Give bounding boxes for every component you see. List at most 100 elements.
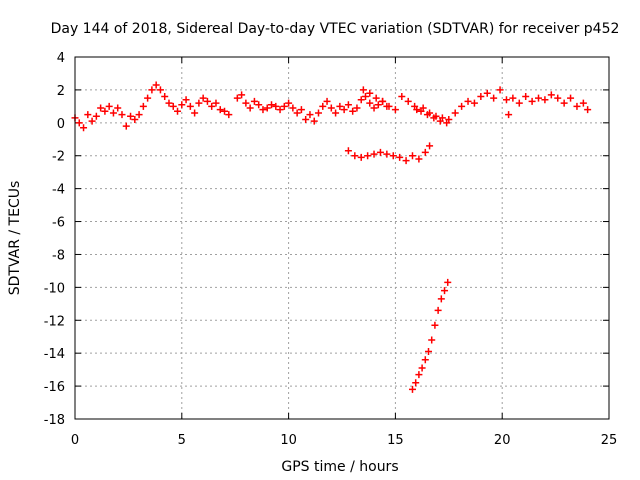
data-point <box>464 97 472 105</box>
data-point <box>203 97 211 105</box>
data-point <box>483 89 491 97</box>
series-1 <box>233 91 391 125</box>
data-point <box>289 104 297 112</box>
x-tick-label: 5 <box>178 433 186 448</box>
data-point <box>554 94 562 102</box>
data-point <box>332 109 340 117</box>
data-point <box>584 106 592 114</box>
data-point <box>376 148 384 156</box>
data-point <box>579 99 587 107</box>
data-point <box>535 94 543 102</box>
data-point <box>426 109 434 117</box>
data-point <box>293 109 301 117</box>
data-point <box>272 102 280 110</box>
data-point <box>437 295 445 303</box>
x-tick-label: 10 <box>280 433 297 448</box>
y-tick-label: -14 <box>44 347 65 362</box>
data-point <box>169 102 177 110</box>
data-point <box>336 102 344 110</box>
data-point <box>165 99 173 107</box>
data-point <box>92 112 100 120</box>
data-point <box>186 102 194 110</box>
data-point <box>259 106 267 114</box>
data-point <box>412 379 420 387</box>
data-point <box>118 111 126 119</box>
data-point <box>419 104 427 112</box>
data-point <box>396 153 404 161</box>
data-point <box>302 116 310 124</box>
data-point <box>573 102 581 110</box>
data-point <box>351 152 359 160</box>
data-point <box>379 97 387 105</box>
data-point <box>263 104 271 112</box>
x-axis-label: GPS time / hours <box>281 459 398 475</box>
data-point <box>441 287 449 295</box>
data-point <box>84 111 92 119</box>
data-point <box>477 92 485 100</box>
data-point <box>344 101 352 109</box>
data-point <box>366 99 374 107</box>
data-point <box>418 364 426 372</box>
data-point <box>152 81 160 89</box>
data-point <box>458 102 466 110</box>
data-point <box>88 117 96 125</box>
data-point <box>315 109 323 117</box>
data-point <box>374 101 382 109</box>
y-tick-label: -8 <box>52 248 65 263</box>
data-point <box>357 153 365 161</box>
data-point <box>547 91 555 99</box>
data-point <box>357 96 365 104</box>
series-5 <box>344 142 434 165</box>
data-point <box>280 102 288 110</box>
series-2 <box>359 86 451 127</box>
data-point <box>285 99 293 107</box>
data-point <box>445 116 453 124</box>
data-point <box>353 104 361 112</box>
data-point <box>97 104 105 112</box>
data-point <box>122 122 130 130</box>
y-tick-label: -10 <box>44 281 65 296</box>
data-point <box>268 101 276 109</box>
y-tick-label: 2 <box>57 84 65 99</box>
data-point <box>444 278 452 286</box>
data-point <box>208 102 216 110</box>
data-point <box>398 92 406 100</box>
data-point <box>402 157 410 165</box>
data-point <box>496 86 504 94</box>
data-point <box>391 106 399 114</box>
data-point <box>408 152 416 160</box>
data-point <box>161 92 169 100</box>
data-point <box>310 117 318 125</box>
data-point <box>139 102 147 110</box>
x-tick-label: 15 <box>387 433 404 448</box>
data-point <box>199 94 207 102</box>
data-point <box>370 150 378 158</box>
y-tick-label: -16 <box>44 380 65 395</box>
data-point <box>522 92 530 100</box>
data-point <box>246 104 254 112</box>
data-point <box>415 371 423 379</box>
data-points <box>71 81 592 393</box>
data-point <box>323 97 331 105</box>
data-point <box>432 112 440 120</box>
data-point <box>174 107 182 115</box>
data-point <box>306 111 314 119</box>
plot-frame <box>74 56 610 420</box>
data-point <box>127 112 135 120</box>
data-point <box>490 94 498 102</box>
data-point <box>372 94 380 102</box>
data-point <box>212 99 220 107</box>
series-3 <box>413 86 592 124</box>
data-point <box>567 94 575 102</box>
data-point <box>366 89 374 97</box>
data-point <box>148 86 156 94</box>
data-point <box>528 97 536 105</box>
axis-ticks: -18 -16 -14 -12 -10 -8 -6 -4 -2 0 2 4 0 5 10 15 20 25 <box>44 51 618 448</box>
data-point <box>276 106 284 114</box>
data-point <box>502 96 510 104</box>
data-point <box>415 155 423 163</box>
data-point <box>434 306 442 314</box>
series-0 <box>71 81 233 132</box>
data-point <box>431 321 439 329</box>
